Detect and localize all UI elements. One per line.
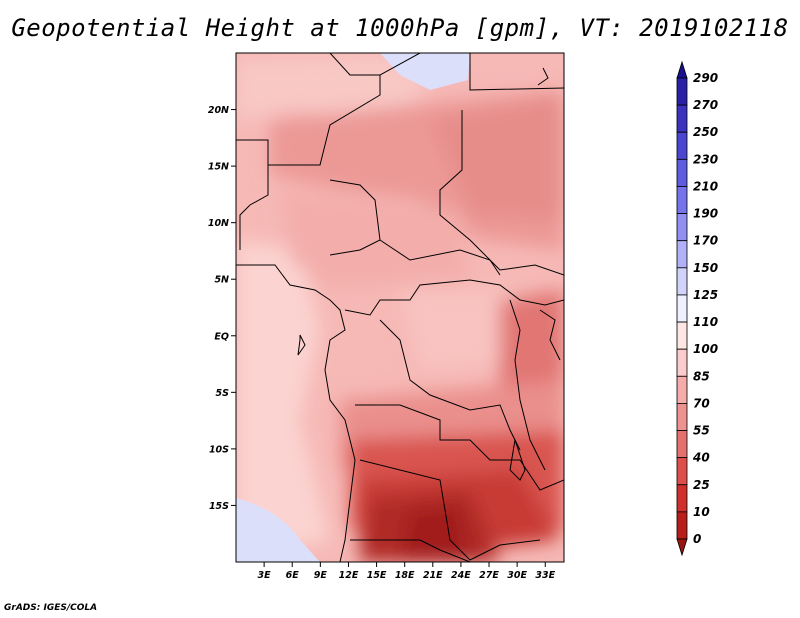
lon-tick-label: 15E <box>367 570 387 581</box>
colorbar-label: 210 <box>693 179 718 193</box>
colorbar-swatch <box>676 294 688 323</box>
colorbar-label: 290 <box>693 71 718 85</box>
country-borders <box>236 53 564 562</box>
lon-tick-label: 18E <box>395 570 415 581</box>
colorbar-label: 125 <box>693 288 718 302</box>
lon-tick-label: 30E <box>507 570 527 581</box>
lat-axis: 20N 15N 10N 5N EQ 5S 10S 15S <box>208 105 236 512</box>
colorbar: 2902702502302101901701501251101008570554… <box>676 60 718 557</box>
lon-tick-label: 3E <box>258 570 272 581</box>
lat-tick-label: 5N <box>214 275 229 286</box>
map-frame <box>235 52 565 563</box>
lon-axis: 3E 6E 9E 12E 15E 18E 21E 24E 27E 30E 33E <box>258 562 556 581</box>
height-field <box>236 53 564 562</box>
chart-title: Geopotential Height at 1000hPa [gpm], VT… <box>11 14 789 42</box>
colorbar-label: 85 <box>693 369 710 383</box>
lat-tick-label: 15S <box>209 501 229 512</box>
colorbar-label: 170 <box>693 234 718 248</box>
lon-tick-label: 6E <box>286 570 300 581</box>
colorbar-swatch <box>676 403 688 431</box>
colorbar-label: 230 <box>693 152 718 166</box>
colorbar-label: 250 <box>693 125 718 139</box>
colorbar-label: 55 <box>693 424 710 438</box>
grads-credit: GrADS: IGES/COLA <box>4 603 98 613</box>
colorbar-swatch <box>676 104 688 133</box>
lon-tick-label: 27E <box>479 570 499 581</box>
colorbar-swatch <box>676 375 688 404</box>
colorbar-swatch <box>676 77 688 106</box>
colorbar-swatch <box>676 321 688 350</box>
colorbar-swatch <box>676 348 688 377</box>
colorbar-swatch <box>676 186 688 214</box>
colorbar-swatch <box>676 511 688 540</box>
lon-tick-label: 33E <box>535 570 555 581</box>
colorbar-swatch <box>676 240 688 269</box>
colorbar-label: 100 <box>693 342 718 356</box>
lon-tick-label: 12E <box>339 570 359 581</box>
lon-tick-label: 21E <box>423 570 443 581</box>
colorbar-label: 0 <box>693 532 701 546</box>
colorbar-label: 10 <box>693 505 710 519</box>
colorbar-label: 190 <box>693 207 718 221</box>
colorbar-swatch <box>676 538 688 557</box>
colorbar-swatch <box>676 213 688 242</box>
colorbar-swatch <box>676 267 688 296</box>
colorbar-label: 110 <box>693 315 718 329</box>
colorbar-swatch <box>676 484 688 513</box>
colorbar-swatch <box>676 158 688 187</box>
lon-tick-label: 9E <box>314 570 328 581</box>
colorbar-label: 70 <box>693 396 710 410</box>
lat-tick-label: 15N <box>208 162 229 173</box>
colorbar-swatch <box>676 131 688 160</box>
colorbar-label: 25 <box>693 478 710 492</box>
colorbar-swatch <box>676 430 688 459</box>
colorbar-label: 270 <box>693 98 718 112</box>
lat-tick-label: 10S <box>209 444 229 455</box>
lat-tick-label: EQ <box>214 331 229 342</box>
lat-tick-label: 10N <box>208 218 229 229</box>
lon-tick-label: 24E <box>451 570 471 581</box>
colorbar-label: 150 <box>693 261 718 275</box>
colorbar-swatch <box>676 60 688 79</box>
colorbar-label: 40 <box>692 451 710 465</box>
colorbar-swatch <box>676 457 688 486</box>
lat-tick-label: 20N <box>208 105 229 116</box>
lat-tick-label: 5S <box>216 388 230 399</box>
